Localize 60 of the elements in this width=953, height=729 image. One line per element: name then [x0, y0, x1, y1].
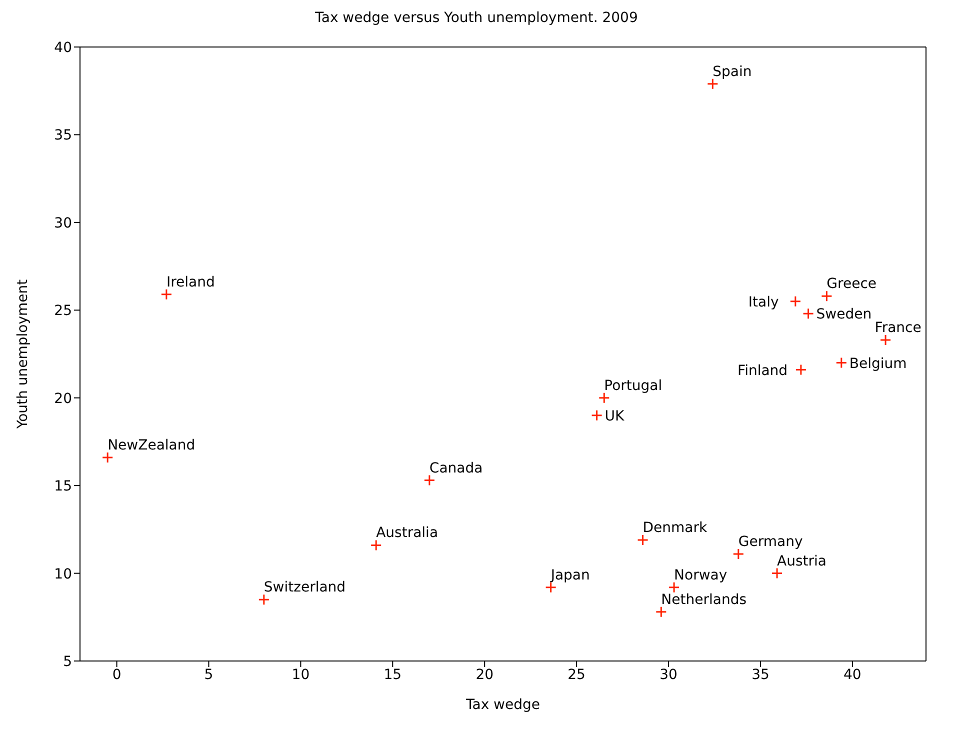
- x-tick-label: 5: [204, 666, 214, 683]
- annotation: Greece: [826, 276, 877, 292]
- x-tick-label: 30: [660, 666, 678, 683]
- annotation: France: [874, 320, 922, 336]
- annotation: Belgium: [849, 356, 907, 372]
- annotation: UK: [604, 408, 626, 424]
- x-tick-label: 25: [568, 666, 586, 683]
- annotation: Denmark: [642, 520, 708, 536]
- y-tick-label: 30: [54, 215, 72, 232]
- annotation: Ireland: [166, 274, 215, 290]
- x-tick-label: 10: [292, 666, 310, 683]
- annotation: Finland: [738, 362, 788, 379]
- point: [790, 296, 802, 308]
- point: [802, 308, 814, 320]
- point: [706, 78, 718, 90]
- annotation: Japan: [550, 567, 590, 584]
- point: [668, 582, 680, 594]
- annotation: Norway: [674, 567, 728, 584]
- y-tick-label: 5: [63, 654, 72, 670]
- annotation: Spain: [712, 64, 752, 80]
- y-tick-label: 25: [54, 303, 72, 320]
- point: [591, 410, 603, 422]
- y-axis-title: Youth unemployment: [14, 278, 31, 430]
- annotation: Netherlands: [661, 592, 747, 608]
- point: [424, 474, 436, 486]
- y-tick-label: 40: [54, 40, 72, 56]
- y-tick-label: 35: [54, 128, 72, 144]
- point: [820, 290, 832, 302]
- x-tick-label: 0: [112, 666, 122, 683]
- x-tick-label: 20: [476, 666, 494, 683]
- annotation: Germany: [738, 534, 803, 550]
- annotation: Italy: [748, 294, 779, 310]
- point: [637, 534, 649, 546]
- point: [836, 357, 848, 369]
- annotation: Australia: [376, 525, 438, 542]
- x-tick-label: 35: [752, 666, 770, 683]
- annotation: NewZealand: [108, 438, 196, 454]
- annotation: Austria: [777, 553, 826, 570]
- point: [102, 452, 114, 464]
- point: [732, 548, 744, 560]
- chart-title: Tax wedge versus Youth unemployment. 2009: [314, 9, 639, 28]
- point: [655, 606, 667, 618]
- point: [370, 539, 382, 551]
- y-tick-label: 20: [54, 390, 72, 407]
- x-tick-label: 15: [384, 666, 402, 683]
- point: [880, 334, 892, 346]
- y-tick-label: 15: [54, 478, 72, 495]
- annotation: Sweden: [816, 306, 872, 323]
- point: [771, 568, 783, 580]
- point: [160, 288, 172, 300]
- x-axis-title: Tax wedge: [465, 697, 540, 713]
- point: [598, 392, 610, 404]
- y-tick-label: 10: [54, 566, 72, 582]
- annotation: Canada: [429, 460, 483, 476]
- point: [545, 582, 557, 594]
- point: [795, 364, 807, 376]
- x-tick-label: 40: [844, 666, 862, 683]
- annotation: Switzerland: [264, 580, 346, 596]
- point: [258, 594, 270, 606]
- annotation: Portugal: [604, 378, 662, 394]
